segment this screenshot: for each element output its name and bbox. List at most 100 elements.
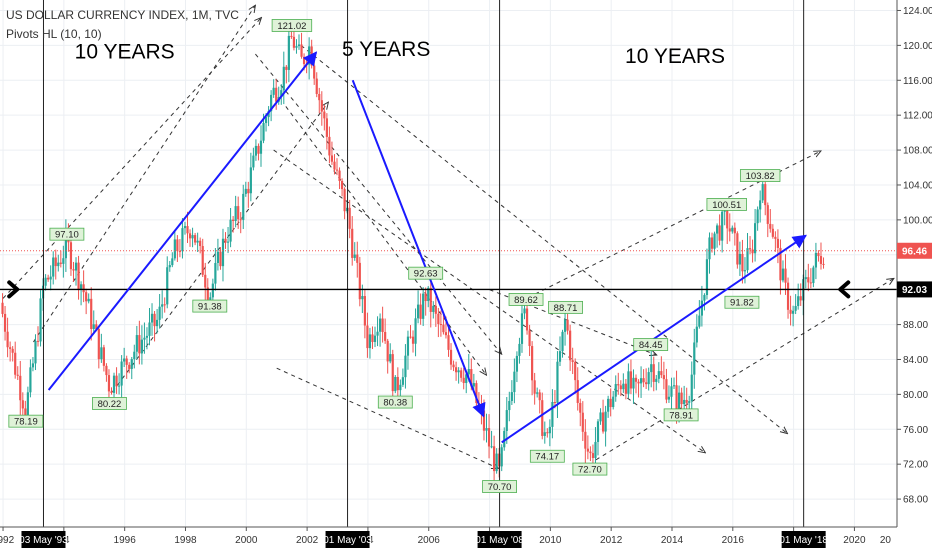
symbol-title[interactable]: US DOLLAR CURRENCY INDEX, 1M, TVC	[6, 8, 239, 22]
time-tick-label: 2006	[418, 535, 441, 546]
chevron-right-icon	[7, 280, 20, 299]
date-badge	[21, 531, 66, 548]
pivot-label: 88.71	[548, 300, 583, 314]
time-axis[interactable]: 1992941996199820002002042006082010201220…	[0, 526, 897, 548]
candle-body	[652, 364, 655, 382]
candle-body	[128, 364, 131, 369]
candle-body	[500, 447, 503, 467]
candle-body	[201, 246, 204, 275]
candle-body	[601, 412, 605, 432]
annotations: 10 YEARS 5 YEARS 10 YEARS	[75, 38, 725, 68]
candle-body	[536, 392, 539, 394]
pivot-label-box	[49, 227, 85, 241]
candle-body	[373, 335, 377, 342]
candle-body	[226, 241, 230, 243]
candle-body	[275, 87, 278, 102]
pivot-label-box	[271, 19, 313, 32]
candle-body	[520, 313, 524, 344]
candle-body	[467, 369, 470, 375]
chevron-left-icon	[838, 280, 851, 299]
candle-body	[444, 332, 448, 336]
candle-body	[320, 100, 323, 112]
candle-body	[574, 362, 577, 381]
candle-body	[662, 375, 665, 380]
candle-body	[604, 411, 607, 432]
candle-body	[229, 219, 232, 242]
time-tick-label: 2002	[296, 535, 319, 546]
candle-body	[781, 268, 785, 281]
candle-body	[214, 262, 217, 284]
candle-body	[363, 296, 366, 326]
candle-body	[125, 358, 128, 365]
candle-body	[166, 267, 169, 305]
pivot-label-text: 91.82	[730, 298, 754, 309]
price-tick-label: 116.00	[903, 76, 932, 87]
candle-body	[452, 364, 455, 368]
candle-body	[677, 392, 681, 410]
candle-body	[194, 235, 197, 243]
candle-body	[69, 242, 73, 270]
candle-body	[384, 331, 387, 341]
indicator-label[interactable]: Pivots HL (10, 10)	[6, 27, 102, 41]
candle-body	[216, 251, 220, 263]
candle-body	[513, 371, 516, 393]
candle-body	[315, 78, 318, 94]
candle-body	[784, 268, 787, 283]
candle-body	[280, 90, 283, 98]
candle-body	[242, 193, 245, 220]
time-tick-label: 20	[880, 535, 892, 546]
candle-body	[505, 410, 508, 431]
candle-body	[548, 426, 551, 434]
candle-body	[156, 319, 159, 327]
candle-body	[792, 310, 795, 314]
candle-body	[11, 348, 14, 353]
candle-body	[145, 335, 149, 338]
candle-body	[351, 228, 354, 258]
candle-body	[581, 412, 584, 432]
candle-body	[672, 385, 676, 387]
candle-body	[267, 111, 270, 118]
candle-body	[551, 402, 554, 427]
pivot-label-box	[408, 266, 444, 280]
candle-body	[675, 385, 678, 410]
candle-body	[688, 401, 691, 403]
candle-body	[158, 306, 161, 320]
candle-body	[647, 372, 650, 385]
candle-body	[328, 136, 331, 156]
period-annotation: 10 YEARS	[625, 45, 725, 68]
candle-body	[472, 383, 475, 387]
candle-body	[335, 169, 339, 171]
candle-body	[493, 446, 496, 472]
candle-body	[302, 56, 306, 65]
candle-body	[130, 359, 133, 369]
candle-body	[206, 287, 209, 301]
price-axis[interactable]: 68.0072.0076.0080.0084.0088.0092.0096.00…	[896, 0, 932, 527]
candle-body	[138, 335, 141, 354]
candle-body	[698, 315, 701, 327]
candle-body	[343, 189, 346, 212]
price-tick-label: 108.00	[903, 146, 932, 157]
pivot-label-box	[92, 397, 127, 410]
price-tick-label: 88.00	[903, 320, 928, 331]
candle-body	[59, 262, 62, 264]
candle-body	[409, 336, 412, 338]
channel-lines	[2, 5, 894, 468]
candle-body	[318, 93, 321, 101]
candle-body	[599, 412, 602, 422]
candle-body	[102, 347, 105, 366]
pivot-label: 84.45	[633, 338, 669, 351]
candle-body	[82, 284, 85, 293]
candle-body	[150, 313, 154, 323]
candle-body	[470, 369, 473, 387]
candle-body	[401, 377, 404, 385]
candle-body	[670, 386, 673, 397]
price-tick-label: 120.00	[903, 41, 932, 52]
candle-body	[736, 233, 739, 265]
candle-body	[553, 402, 557, 404]
candle-body	[485, 428, 488, 431]
date-badge-label: 01 May '03	[323, 535, 372, 546]
candle-body	[546, 432, 549, 434]
price-tick-label: 112.00	[903, 111, 932, 122]
pivot-label-box	[724, 295, 760, 309]
